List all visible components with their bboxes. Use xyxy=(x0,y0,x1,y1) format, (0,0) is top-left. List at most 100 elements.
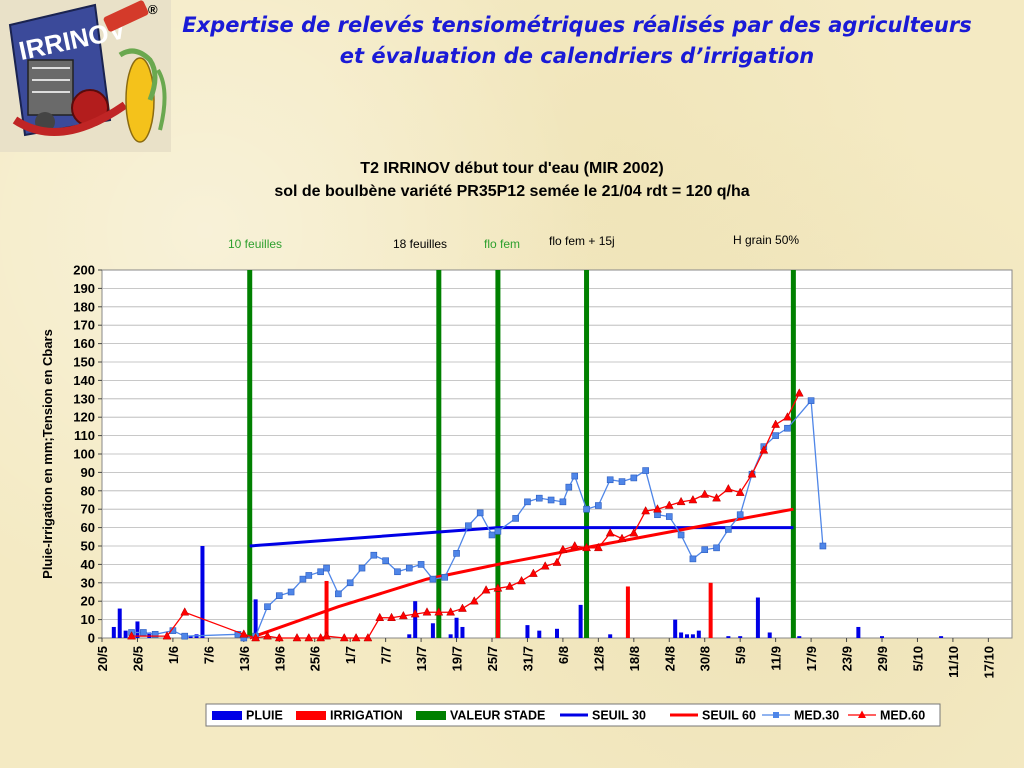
median-30-point xyxy=(488,531,496,539)
x-tick-label: 29/9 xyxy=(875,646,890,671)
rain-bar xyxy=(679,632,684,638)
legend-label: PLUIE xyxy=(246,709,283,723)
median-60-point xyxy=(570,540,580,550)
stage-line xyxy=(495,270,501,638)
rain-bar xyxy=(939,636,944,638)
rain-bar xyxy=(253,599,258,638)
x-tick-label: 20/5 xyxy=(95,646,110,671)
stage-label: flo fem + 15j xyxy=(549,234,615,248)
median-30-point xyxy=(429,575,437,583)
rain-bar xyxy=(537,630,542,638)
median-60-point xyxy=(127,631,136,640)
median-60-point xyxy=(759,445,769,454)
slide-title-line1: Expertise de relevés tensiométriques réa… xyxy=(182,13,972,37)
x-tick-label: 1/7 xyxy=(343,646,358,664)
stage-label: flo fem xyxy=(484,237,521,251)
median-30-point xyxy=(807,397,815,404)
rain-bar xyxy=(690,634,695,638)
median-30-point xyxy=(630,474,638,482)
legend-label: SEUIL 30 xyxy=(592,709,646,723)
median-60-point xyxy=(375,612,385,622)
rain-bar xyxy=(454,617,459,638)
median-60-point xyxy=(363,632,373,642)
legend-swatch-marker xyxy=(858,710,866,718)
x-tick-label: 18/8 xyxy=(627,646,642,671)
x-tick-label: 1/6 xyxy=(166,646,181,664)
legend-label: IRRIGATION xyxy=(330,709,403,723)
median-60-point xyxy=(398,610,408,620)
median-60-point xyxy=(322,631,331,640)
y-tick-label: 130 xyxy=(73,391,95,406)
median-60-point xyxy=(239,629,249,638)
rain-bar xyxy=(767,632,772,638)
chart-legend: PLUIE IRRIGATION VALEUR STADE SEUIL 30 SEUIL… xyxy=(205,703,941,727)
y-tick-label: 170 xyxy=(73,318,95,333)
median-30-point xyxy=(524,498,531,506)
median-60-point xyxy=(794,388,804,397)
legend-swatch-marker xyxy=(773,712,779,718)
median-30-point xyxy=(512,515,519,522)
median-30-point xyxy=(677,531,685,539)
median-60-point xyxy=(387,612,396,622)
median-60-point xyxy=(771,419,781,428)
x-tick-label: 25/7 xyxy=(485,646,500,671)
median-30-point xyxy=(571,472,579,480)
rain-bar xyxy=(135,621,140,638)
median-60-point xyxy=(528,568,538,577)
legend-label: MED.30 xyxy=(794,709,839,723)
median-30-point xyxy=(181,632,189,640)
x-tick-label: 6/8 xyxy=(556,646,571,664)
y-tick-label: 90 xyxy=(81,465,95,480)
median-30-point xyxy=(299,575,307,583)
rain-bar xyxy=(407,634,412,638)
x-tick-label: 7/6 xyxy=(201,646,216,664)
y-tick-label: 20 xyxy=(81,594,95,609)
x-tick-label: 26/5 xyxy=(130,646,145,671)
y-tick-label: 30 xyxy=(81,575,95,590)
rain-bar xyxy=(111,626,116,638)
median-30-point xyxy=(565,483,573,491)
median-30-point xyxy=(665,513,673,520)
x-tick-label: 23/9 xyxy=(840,646,855,671)
median-30-point xyxy=(287,588,295,596)
x-tick-label: 13/6 xyxy=(237,646,252,671)
median-60-point xyxy=(712,493,721,502)
median-60-point xyxy=(292,632,302,642)
y-tick-label: 40 xyxy=(81,557,95,572)
stage-line xyxy=(790,270,796,638)
median-30-point xyxy=(405,564,413,572)
rain-bar xyxy=(448,634,453,638)
x-tick-label: 31/7 xyxy=(520,646,535,671)
x-tick-label: 19/7 xyxy=(450,646,465,671)
median-30-point xyxy=(441,573,449,581)
median-60-point xyxy=(351,632,361,642)
x-tick-label: 17/10 xyxy=(981,646,996,679)
rain-bar xyxy=(147,632,152,638)
y-tick-label: 200 xyxy=(73,263,95,278)
median-60-point xyxy=(540,561,550,570)
irrigation-bar xyxy=(708,582,713,638)
median-30-point xyxy=(335,590,342,598)
median-30-point xyxy=(618,478,626,485)
y-tick-label: 110 xyxy=(74,428,95,443)
median-30-point xyxy=(417,561,425,568)
median-60-point xyxy=(251,632,261,642)
x-tick-label: 11/10 xyxy=(946,646,961,678)
median-30-point xyxy=(323,564,330,572)
rain-bar xyxy=(797,636,802,638)
rain-bar xyxy=(460,626,465,638)
median-30-point xyxy=(725,526,732,533)
y-tick-label: 100 xyxy=(73,447,95,462)
median-30-point xyxy=(370,551,378,559)
irrigation-bar xyxy=(495,592,500,638)
median-60-point xyxy=(747,469,757,478)
median-60-point xyxy=(162,631,172,640)
median-60-point xyxy=(505,581,515,590)
median-60-point xyxy=(641,506,651,515)
median-30-point xyxy=(382,557,389,565)
median-60-point xyxy=(410,609,420,618)
rain-bar xyxy=(608,634,613,638)
median-60-point xyxy=(458,603,467,612)
median-30-point xyxy=(736,511,744,519)
irrinov-logo: IRRINOV ® xyxy=(0,0,171,152)
